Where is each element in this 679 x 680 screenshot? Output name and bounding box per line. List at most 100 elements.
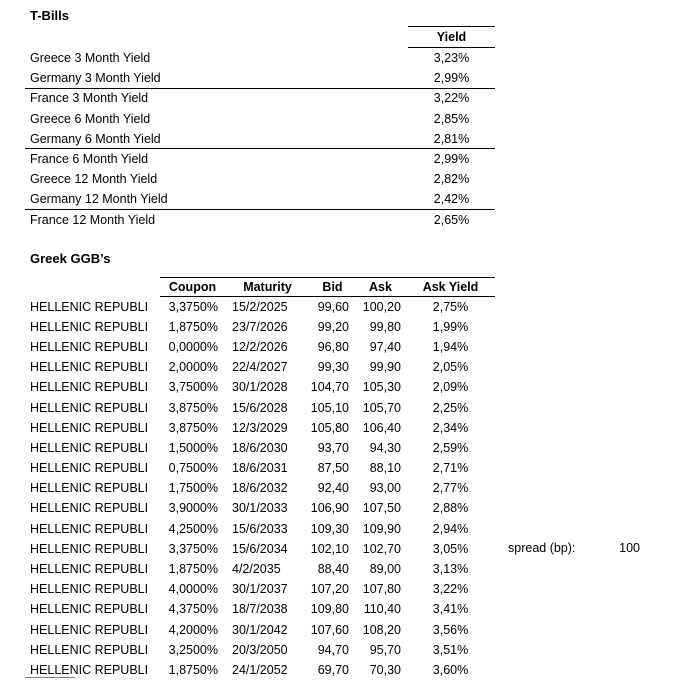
spread-label: spread (bp): [508, 541, 576, 555]
bond-ask-yield-cell: 2,77% [432, 481, 469, 496]
ggb-bond-row: HELLENIC REPUBLI 4,2500% 15/6/2033 109,3… [25, 519, 495, 539]
bond-bid-cell: 92,40 [317, 481, 349, 496]
ggb-bond-row: HELLENIC REPUBLI 3,8750% 15/6/2028 105,1… [25, 397, 495, 417]
bond-ask-cell: 105,30 [362, 380, 401, 395]
bond-bid-cell: 99,30 [317, 360, 349, 375]
bond-ask-cell: 107,80 [362, 582, 401, 597]
tbill-yield-value: 3,22% [433, 91, 470, 106]
tbills-header-spacer [25, 27, 408, 48]
bond-ask-cell: 99,90 [369, 360, 401, 375]
ggb-ask-column-header: Ask [355, 277, 406, 297]
bond-ask-cell: 94,30 [369, 440, 401, 455]
tbill-instrument-label: Greece 3 Month Yield [30, 50, 151, 65]
bond-ask-cell: 105,70 [362, 400, 401, 415]
bond-name-cell: HELLENIC REPUBLI [30, 582, 149, 597]
ggb-bond-row: HELLENIC REPUBLI 0,7500% 18/6/2031 87,50… [25, 458, 495, 478]
bond-coupon-cell: 1,8750% [168, 562, 218, 577]
tbill-yield-value: 2,65% [433, 213, 470, 228]
bond-maturity-cell: 15/6/2028 [232, 400, 288, 415]
bond-ask-yield-cell: 2,59% [432, 440, 469, 455]
bond-bid-cell: 88,40 [317, 562, 349, 577]
bond-name-cell: HELLENIC REPUBLI [30, 319, 149, 334]
bond-ask-cell: 93,00 [369, 481, 401, 496]
bond-ask-cell: 88,10 [369, 461, 401, 476]
bond-ask-yield-cell: 3,51% [432, 642, 469, 657]
ggb-bid-column-header: Bid [310, 277, 355, 297]
tbills-row: Greece 6 Month Yield 2,85% [25, 108, 495, 128]
bond-bid-cell: 87,50 [317, 461, 349, 476]
bond-name-cell: HELLENIC REPUBLI [30, 602, 149, 617]
tbills-table: Yield Greece 3 Month Yield 3,23% Germany… [25, 26, 495, 230]
bond-maturity-cell: 15/6/2034 [232, 541, 288, 556]
tbills-row: Germany 3 Month Yield 2,99% [25, 67, 495, 89]
bond-bid-cell: 99,60 [317, 299, 349, 314]
tbill-instrument-label: Germany 3 Month Yield [25, 67, 408, 89]
bond-coupon-cell: 4,0000% [168, 582, 218, 597]
bond-maturity-cell: 20/3/2050 [232, 642, 288, 657]
ggb-bond-row: HELLENIC REPUBLI 3,9000% 30/1/2033 106,9… [25, 498, 495, 518]
tbills-header-row: Yield [25, 26, 495, 48]
bond-coupon-cell: 3,3750% [168, 299, 218, 314]
bond-ask-cell: 70,30 [369, 662, 401, 677]
bond-ask-cell: 109,90 [362, 521, 401, 536]
bond-coupon-cell: 1,8750% [168, 319, 218, 334]
bond-ask-yield-cell: 2,88% [432, 501, 469, 516]
bond-maturity-cell: 30/1/2037 [232, 582, 288, 597]
bond-ask-yield-cell: 1,99% [432, 319, 469, 334]
bond-bid-cell: 105,80 [310, 420, 349, 435]
bond-ask-yield-cell: 3,22% [432, 582, 469, 597]
bond-maturity-cell: 23/7/2026 [232, 319, 288, 334]
ggb-bond-row: HELLENIC REPUBLI 0,0000% 12/2/2026 96,80… [25, 337, 495, 357]
bond-maturity-cell: 4/2/2035 [232, 562, 281, 577]
bond-ask-cell: 97,40 [369, 339, 401, 354]
bond-name-cell: HELLENIC REPUBLI [30, 339, 149, 354]
tbill-instrument-label: France 3 Month Yield [30, 91, 149, 106]
bond-maturity-cell: 30/1/2028 [232, 380, 288, 395]
ggb-header-spacer [25, 278, 160, 297]
bond-coupon-cell: 0,7500% [168, 461, 218, 476]
tbill-instrument-label: Germany 12 Month Yield [25, 189, 408, 211]
tbill-yield-value: 3,23% [433, 50, 470, 65]
tbills-row: Greece 3 Month Yield 3,23% [25, 48, 495, 68]
ggb-ask-yield-column-header: Ask Yield [406, 277, 495, 297]
ggb-bond-row: HELLENIC REPUBLI 4,2000% 30/1/2042 107,6… [25, 620, 495, 640]
bond-ask-yield-cell: 2,34% [432, 420, 469, 435]
bond-ask-yield-cell: 3,13% [432, 562, 469, 577]
bond-name-cell: HELLENIC REPUBLI [30, 380, 149, 395]
tbills-row: France 12 Month Yield 2,65% [25, 210, 495, 230]
tbill-instrument-label: France 6 Month Yield [30, 152, 149, 167]
tbill-yield-value: 2,99% [408, 67, 495, 89]
bond-bid-cell: 104,70 [310, 380, 349, 395]
bond-ask-cell: 89,00 [369, 562, 401, 577]
bond-maturity-cell: 24/1/2052 [232, 662, 288, 677]
bond-coupon-cell: 1,7500% [168, 481, 218, 496]
spread-annotation: spread (bp): 100 [508, 538, 640, 558]
bond-name-cell: HELLENIC REPUBLI [30, 662, 149, 677]
bond-coupon-cell: 4,2500% [168, 521, 218, 536]
ggb-bond-row: HELLENIC REPUBLI 3,2500% 20/3/2050 94,70… [25, 640, 495, 660]
tbill-yield-value: 2,82% [433, 172, 470, 187]
tbills-yield-column-header: Yield [408, 26, 495, 48]
tbill-yield-value: 2,81% [408, 128, 495, 150]
bond-coupon-cell: 3,8750% [168, 420, 218, 435]
tbill-instrument-label: Greece 12 Month Yield [30, 172, 158, 187]
tbill-yield-value: 2,85% [433, 111, 470, 126]
tbills-row: Germany 12 Month Yield 2,42% [25, 189, 495, 211]
bond-coupon-cell: 3,8750% [168, 400, 218, 415]
bond-coupon-cell: 4,2000% [168, 622, 218, 637]
ggb-bond-row: HELLENIC REPUBLI 4,3750% 18/7/2038 109,8… [25, 599, 495, 619]
ggb-section-title: Greek GGB’s [30, 251, 111, 266]
tbills-row: France 6 Month Yield 2,99% [25, 149, 495, 169]
spread-value: 100 [619, 541, 640, 555]
ggb-bond-row: HELLENIC REPUBLI 1,8750% 23/7/2026 99,20… [25, 317, 495, 337]
tbill-instrument-label: Greece 6 Month Yield [30, 111, 151, 126]
bond-maturity-cell: 30/1/2033 [232, 501, 288, 516]
ggb-coupon-column-header: Coupon [160, 277, 225, 297]
tbills-row: Germany 6 Month Yield 2,81% [25, 128, 495, 150]
ggb-bond-row: HELLENIC REPUBLI 4,0000% 30/1/2037 107,2… [25, 579, 495, 599]
bond-maturity-cell: 12/2/2026 [232, 339, 288, 354]
bond-ask-yield-cell: 3,56% [432, 622, 469, 637]
bond-coupon-cell: 1,5000% [168, 440, 218, 455]
ggb-table: Coupon Maturity Bid Ask Ask Yield HELLEN… [25, 277, 495, 680]
